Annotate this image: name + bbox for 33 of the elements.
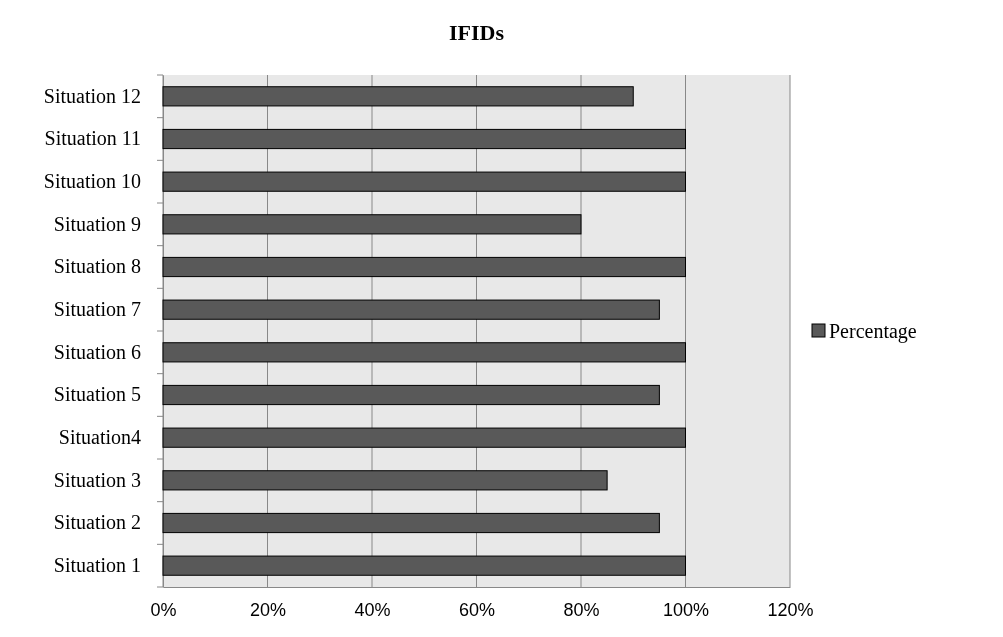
y-tick-label: Situation 7 — [53, 298, 141, 321]
x-tick-label: 60% — [458, 599, 496, 620]
bar — [162, 214, 582, 235]
x-tick-label: 100% — [662, 599, 710, 620]
bar — [162, 342, 686, 363]
chart-title: IFIDs — [448, 20, 505, 45]
bar — [162, 427, 686, 448]
bar — [162, 299, 660, 320]
y-tick-label: Situation 5 — [53, 383, 141, 406]
x-tick-label: 120% — [767, 599, 814, 620]
bar — [162, 171, 686, 192]
y-tick-label: Situation 8 — [53, 255, 141, 278]
y-tick-label: Situation4 — [58, 426, 141, 449]
bar — [162, 470, 608, 491]
bar — [162, 86, 634, 107]
y-tick-label: Situation 12 — [43, 84, 141, 107]
bar — [162, 555, 686, 576]
y-tick-label: Situation 11 — [44, 127, 141, 150]
legend-label: Percentage — [829, 320, 917, 343]
bar — [162, 256, 686, 278]
x-tick-label: 20% — [249, 599, 287, 620]
bar — [162, 512, 660, 534]
x-tick-label: 40% — [354, 599, 391, 620]
y-tick-label: Situation 1 — [53, 554, 141, 577]
y-tick-label: Situation 3 — [53, 468, 141, 491]
y-tick-label: Situation 6 — [53, 340, 141, 363]
y-tick-label: Situation 2 — [53, 511, 141, 534]
y-tick-label: Situation 9 — [53, 212, 141, 235]
y-tick-label: Situation 10 — [43, 170, 141, 193]
x-tick-label: 80% — [563, 599, 600, 620]
bar — [162, 128, 686, 150]
bar — [162, 384, 660, 406]
x-tick-label: 0% — [150, 599, 177, 620]
